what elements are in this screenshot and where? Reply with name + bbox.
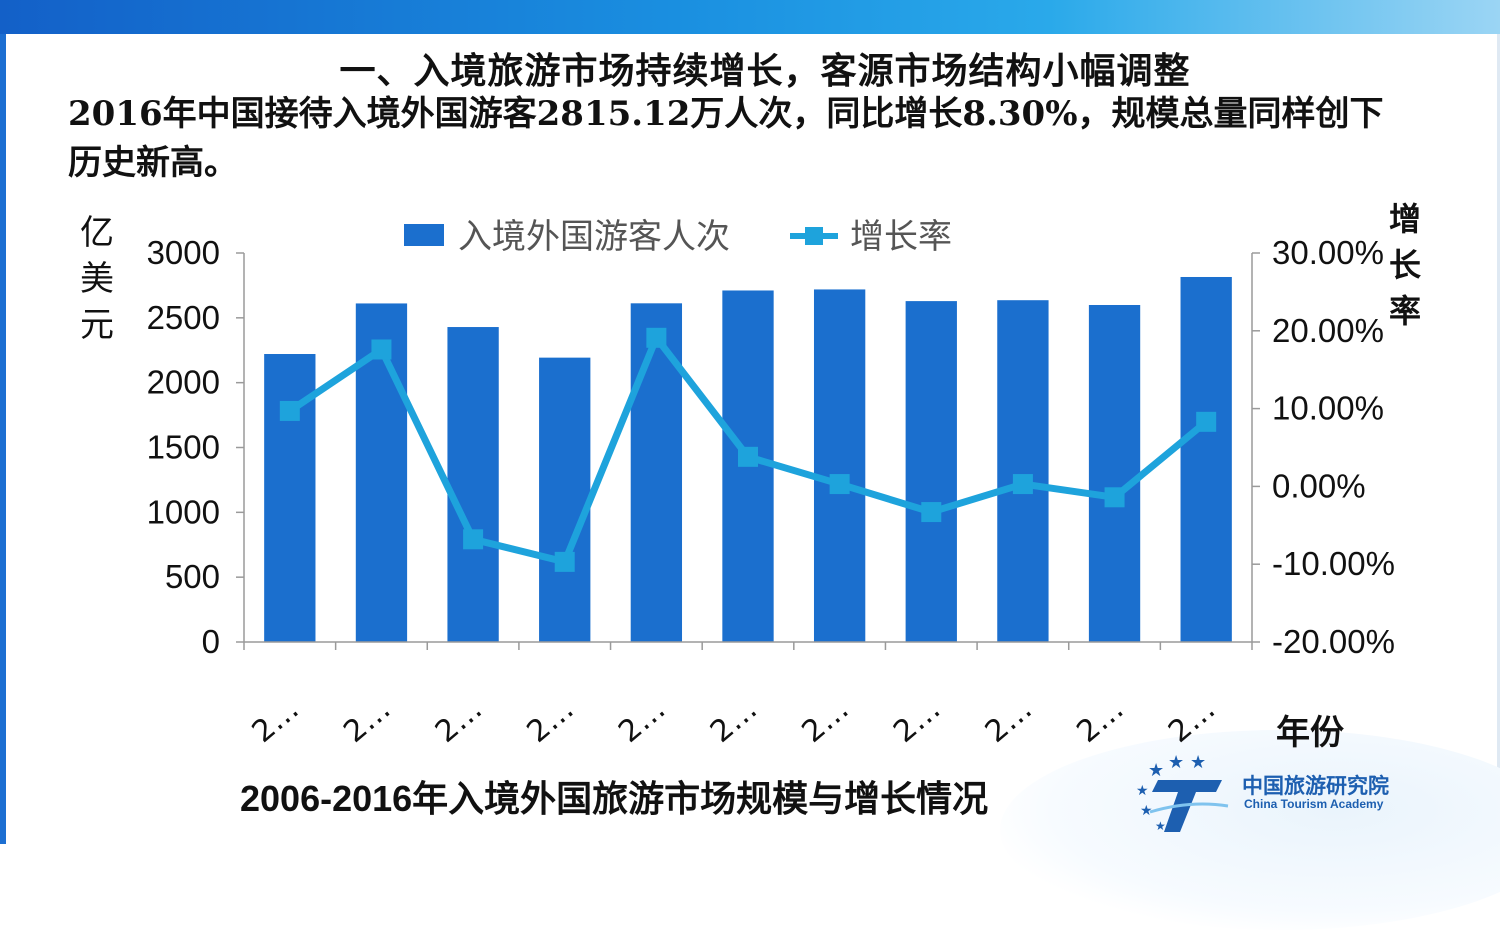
svg-text:★: ★ [1155,819,1166,833]
bar [447,327,499,642]
right-axis-title: 增长率 [1388,200,1421,330]
growth-rate-point [371,339,392,360]
top-banner [0,0,1500,34]
x-tick-label: 2… [246,692,306,750]
x-tick-label: 2… [429,692,489,750]
x-tick-label: 2… [1070,692,1130,750]
left-tick-label: 1000 [147,493,220,530]
legend-label-bar: 入境外国游客人次 [458,217,730,257]
growth-rate-point [1104,487,1125,508]
growth-rate-point [646,327,667,348]
left-tick-label: 0 [202,623,220,660]
left-tick-label: 2500 [147,299,220,336]
x-axis-title: 年份 [1276,713,1344,753]
x-tick-label: 2… [1162,692,1222,750]
cta-logo: ★ ★ ★ ★ ★ ★ 中国旅游研究院 China Tourism Academ… [1136,752,1389,833]
logo-mark-icon: ★ ★ ★ ★ ★ ★ [1136,752,1229,833]
growth-rate-point [921,502,942,523]
right-tick-label: 0.00% [1272,467,1366,504]
bar [539,357,591,642]
slide-summary: 2016年中国接待入境外国游客2815.12万人次，同比增长8.30%，规模总量… [68,94,1384,183]
right-tick-label: 30.00% [1272,234,1384,271]
growth-rate-point [1012,474,1033,495]
svg-text:★: ★ [1190,752,1206,773]
combo-chart: 0 500 1000 1500 2000 2500 3000 -20.00% -10.00% 0.… [147,217,1395,833]
right-tick-label: 10.00% [1272,390,1384,427]
left-tick-label: 3000 [147,234,220,271]
legend-label-line: 增长率 [850,217,952,257]
left-tick-label: 2000 [147,364,220,401]
bar [630,303,683,642]
x-tick-label: 2… [979,692,1039,750]
bar [813,289,866,642]
growth-rate-point [279,400,300,421]
left-border [0,34,6,844]
chart-caption: 2006-2016年入境外国旅游市场规模与增长情况 [240,778,989,819]
x-tick-label: 2… [887,692,947,750]
slide-heading: 一、入境旅游市场持续增长，客源市场结构小幅调整 [339,51,1191,92]
x-tick-label: 2… [521,692,581,750]
bar [997,300,1049,642]
left-axis-title: 亿美元 [80,213,114,345]
growth-rate-point [554,551,575,572]
svg-text:★: ★ [1140,803,1153,819]
right-tick-label: 20.00% [1272,312,1384,349]
legend-swatch-marker [805,227,823,245]
right-tick-label: -20.00% [1272,623,1395,660]
svg-text:★: ★ [1168,752,1184,773]
growth-rate-point [463,529,484,550]
logo-name-en: China Tourism Academy [1244,797,1384,811]
growth-rate-point [738,446,758,467]
x-tick-label: 2… [337,692,397,750]
left-tick-label: 1500 [147,429,220,466]
bar [1088,304,1141,642]
left-tick-label: 500 [165,558,220,595]
chart-legend: 入境外国游客人次 增长率 [404,217,952,257]
svg-text:★: ★ [1136,783,1149,799]
bar [1180,276,1232,642]
line-series [279,327,1217,572]
growth-rate-point [1196,411,1217,432]
x-tick-label: 2… [612,692,672,750]
growth-rate-point [829,474,850,495]
svg-text:★: ★ [1148,760,1164,781]
right-border [1497,34,1500,844]
x-tick-label: 2… [704,692,764,750]
legend-swatch-bar [404,224,444,246]
x-tick-label: 2… [795,692,855,750]
bar [905,301,957,642]
right-tick-label: -10.00% [1272,545,1395,582]
logo-name-cn: 中国旅游研究院 [1242,774,1389,798]
